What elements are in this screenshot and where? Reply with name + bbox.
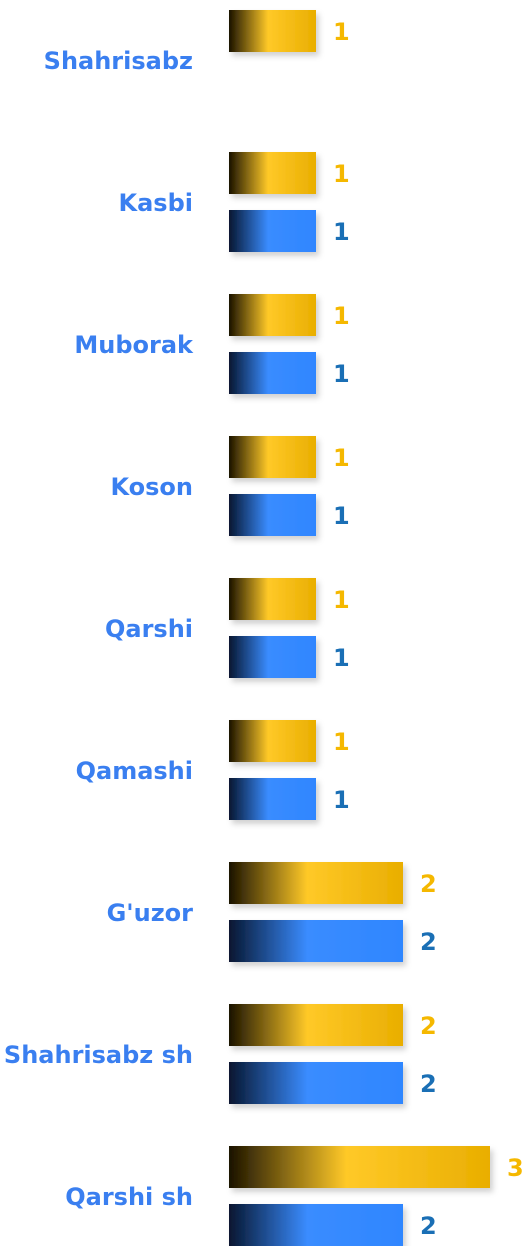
category-label: Shahrisabz sh: [4, 1041, 193, 1069]
category-label: Kasbi: [119, 189, 193, 217]
value-label: 1: [333, 218, 350, 246]
value-label: 2: [420, 928, 437, 956]
value-label: 2: [420, 1012, 437, 1040]
category-label: Muborak: [74, 331, 194, 359]
value-label: 1: [333, 644, 350, 672]
bar: [229, 720, 316, 762]
value-label: 1: [333, 302, 350, 330]
bar: [229, 294, 316, 336]
category-label: Qarshi sh: [65, 1183, 193, 1211]
value-label: 1: [333, 786, 350, 814]
value-label: 1: [333, 160, 350, 188]
bar: [229, 920, 403, 962]
value-label: 1: [333, 502, 350, 530]
value-label: 1: [333, 586, 350, 614]
bar: [229, 10, 316, 52]
bar: [229, 1146, 490, 1188]
value-label: 1: [333, 360, 350, 388]
value-label: 1: [333, 18, 350, 46]
bar: [229, 1004, 403, 1046]
value-label: 3: [507, 1154, 524, 1182]
bar: [229, 1062, 403, 1104]
value-label: 1: [333, 444, 350, 472]
category-label: Qamashi: [76, 757, 193, 785]
category-label: Koson: [110, 473, 193, 501]
category-label: G'uzor: [107, 899, 194, 927]
bar: [229, 1204, 403, 1246]
bar: [229, 862, 403, 904]
value-label: 2: [420, 870, 437, 898]
bar: [229, 778, 316, 820]
bar: [229, 494, 316, 536]
bar: [229, 578, 316, 620]
bar: [229, 436, 316, 478]
bar: [229, 152, 316, 194]
category-label: Qarshi: [105, 615, 193, 643]
value-label: 1: [333, 728, 350, 756]
category-label: Shahrisabz: [44, 47, 193, 75]
bar: [229, 210, 316, 252]
bar: [229, 636, 316, 678]
value-label: 2: [420, 1070, 437, 1098]
value-label: 2: [420, 1212, 437, 1240]
bar: [229, 352, 316, 394]
